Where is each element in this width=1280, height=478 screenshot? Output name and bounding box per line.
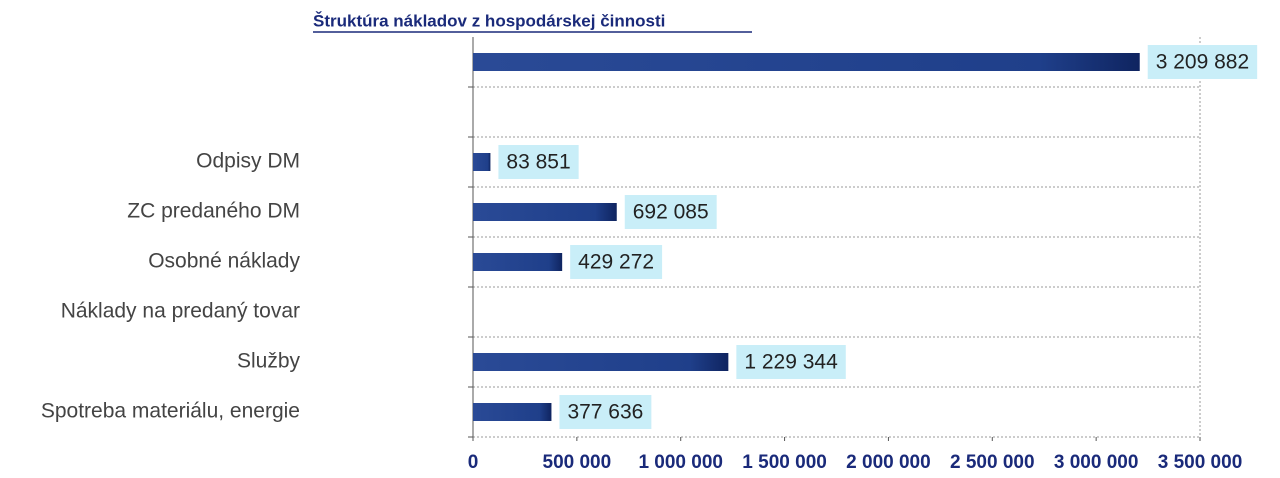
chart-title: Štruktúra nákladov z hospodárskej činnos… [313, 11, 665, 30]
category-label: Náklady na predaný tovar [61, 300, 300, 323]
x-tick-label: 0 [468, 452, 479, 473]
bar [473, 403, 552, 421]
value-label-box [559, 395, 652, 429]
category-label: Osobné náklady [148, 250, 300, 273]
x-tick-label: 3 500 000 [1158, 452, 1243, 473]
bar [473, 353, 729, 371]
x-tick-label: 1 500 000 [742, 452, 827, 473]
value-label: 1 229 344 [744, 351, 838, 374]
value-label-box [624, 195, 717, 229]
x-tick-label: 1 000 000 [638, 452, 723, 473]
value-label-box [498, 145, 579, 179]
category-label: ZC predaného DM [127, 200, 300, 223]
value-label: 429 272 [578, 251, 654, 274]
bar [473, 203, 617, 221]
category-label: Odpisy DM [196, 150, 300, 173]
category-label: Spotreba materiálu, energie [41, 400, 300, 423]
bar [473, 253, 563, 271]
value-label-box [736, 345, 846, 379]
x-tick-label: 3 000 000 [1054, 452, 1139, 473]
category-label: Služby [237, 350, 301, 373]
bar [473, 53, 1140, 71]
value-label-box [1147, 45, 1258, 79]
x-tick-label: 500 000 [543, 452, 612, 473]
x-tick-label: 2 000 000 [846, 452, 931, 473]
value-label: 692 085 [633, 201, 709, 224]
value-label-box [570, 245, 663, 279]
value-label: 377 636 [567, 401, 643, 424]
x-tick-label: 2 500 000 [950, 452, 1035, 473]
bar [473, 153, 491, 171]
value-label: 3 209 882 [1156, 51, 1249, 74]
value-label: 83 851 [506, 151, 570, 174]
